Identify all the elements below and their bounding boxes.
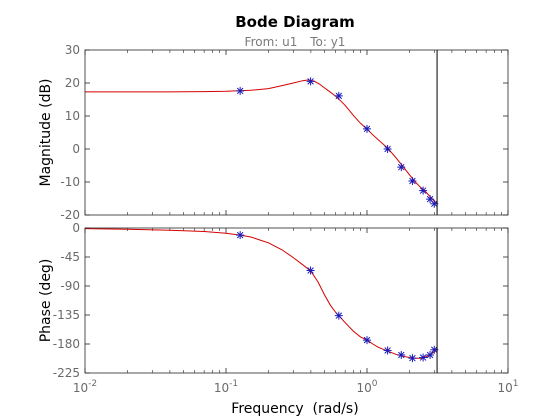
phase-y-tick-label: -45 xyxy=(60,250,80,264)
phase-marker xyxy=(419,353,428,362)
magnitude-y-tick-label: 30 xyxy=(65,43,80,57)
magnitude-marker xyxy=(383,145,392,153)
phase-marker xyxy=(363,336,371,345)
marker-stroke xyxy=(409,177,416,185)
magnitude-y-tick-label: -20 xyxy=(60,208,80,222)
marker-stroke xyxy=(431,346,438,354)
marker-stroke xyxy=(307,267,314,274)
x-tick-exponent: 1 xyxy=(513,379,519,389)
magnitude-y-tick-label: -10 xyxy=(60,175,80,189)
marker-stroke xyxy=(426,351,434,359)
marker-stroke xyxy=(398,163,405,171)
phase-curve xyxy=(84,228,438,359)
magnitude-marker xyxy=(334,91,343,100)
phase-y-tick-label: -225 xyxy=(53,366,80,380)
magnitude-axes-frame xyxy=(84,49,509,216)
x-axis-label: Frequency (rad/s) xyxy=(231,401,358,417)
marker-stroke xyxy=(426,195,434,203)
phase-marker xyxy=(397,350,406,359)
phase-y-tick-label: -180 xyxy=(53,337,80,351)
marker-stroke xyxy=(398,351,405,359)
magnitude-marker xyxy=(419,186,428,195)
marker-stroke xyxy=(409,354,416,362)
marker-stroke xyxy=(419,354,427,361)
marker-stroke xyxy=(335,92,343,100)
subtitle-to: To: y1 xyxy=(309,35,345,49)
phase-marker xyxy=(426,350,435,359)
marker-stroke xyxy=(363,125,371,133)
phase-marker xyxy=(236,231,245,240)
chart-subtitle: From: u1 To: y1 xyxy=(245,35,346,49)
magnitude-panel: Magnitude (dB) 30 20 10 0 -10 -20 xyxy=(38,43,509,222)
x-tick-exponent: -1 xyxy=(229,379,238,389)
magnitude-marker xyxy=(397,163,406,172)
magnitude-y-axis-label: Magnitude (dB) xyxy=(38,78,54,186)
marker-stroke xyxy=(431,200,438,208)
marker-stroke xyxy=(384,145,391,153)
x-tick-base: 10 xyxy=(73,381,88,395)
marker-stroke xyxy=(335,312,343,319)
phase-marker xyxy=(430,345,439,354)
chart-title: Bode Diagram xyxy=(235,13,354,31)
phase-y-tick-label: -90 xyxy=(60,279,80,293)
marker-stroke xyxy=(419,187,427,194)
x-tick-label: 100 xyxy=(356,379,377,395)
magnitude-marker xyxy=(363,124,371,133)
x-tick-exponent: -2 xyxy=(88,379,97,389)
phase-y-tick-label: -135 xyxy=(53,308,80,322)
marker-stroke xyxy=(363,336,371,344)
magnitude-curve xyxy=(85,79,438,205)
marker-stroke xyxy=(307,78,314,85)
magnitude-marker xyxy=(306,77,315,86)
phase-marker xyxy=(383,346,392,355)
x-tick-base: 10 xyxy=(497,381,512,395)
x-tick-label: 10-1 xyxy=(214,379,238,395)
x-tick-base: 10 xyxy=(214,381,229,395)
phase-y-axis-label: Phase (deg) xyxy=(38,259,54,343)
phase-marker xyxy=(306,266,315,275)
marker-stroke xyxy=(236,87,244,95)
phase-y-tick-label: 0 xyxy=(72,221,80,235)
x-tick-base: 10 xyxy=(356,381,371,395)
subtitle-from: From: u1 xyxy=(245,35,298,49)
phase-axes-frame xyxy=(84,227,509,374)
magnitude-marker xyxy=(408,177,417,186)
x-tick-label: 101 xyxy=(497,379,518,395)
phase-marker xyxy=(408,354,417,363)
x-tick-exponent: 0 xyxy=(372,379,378,389)
marker-stroke xyxy=(384,347,391,354)
magnitude-y-tick-label: 10 xyxy=(65,109,80,123)
magnitude-marker xyxy=(236,86,245,95)
x-tick-label: 10-2 xyxy=(73,379,97,395)
magnitude-y-tick-label: 20 xyxy=(65,76,80,90)
magnitude-y-tick-label: 0 xyxy=(72,142,80,156)
marker-stroke xyxy=(236,231,244,239)
phase-marker xyxy=(334,311,343,320)
